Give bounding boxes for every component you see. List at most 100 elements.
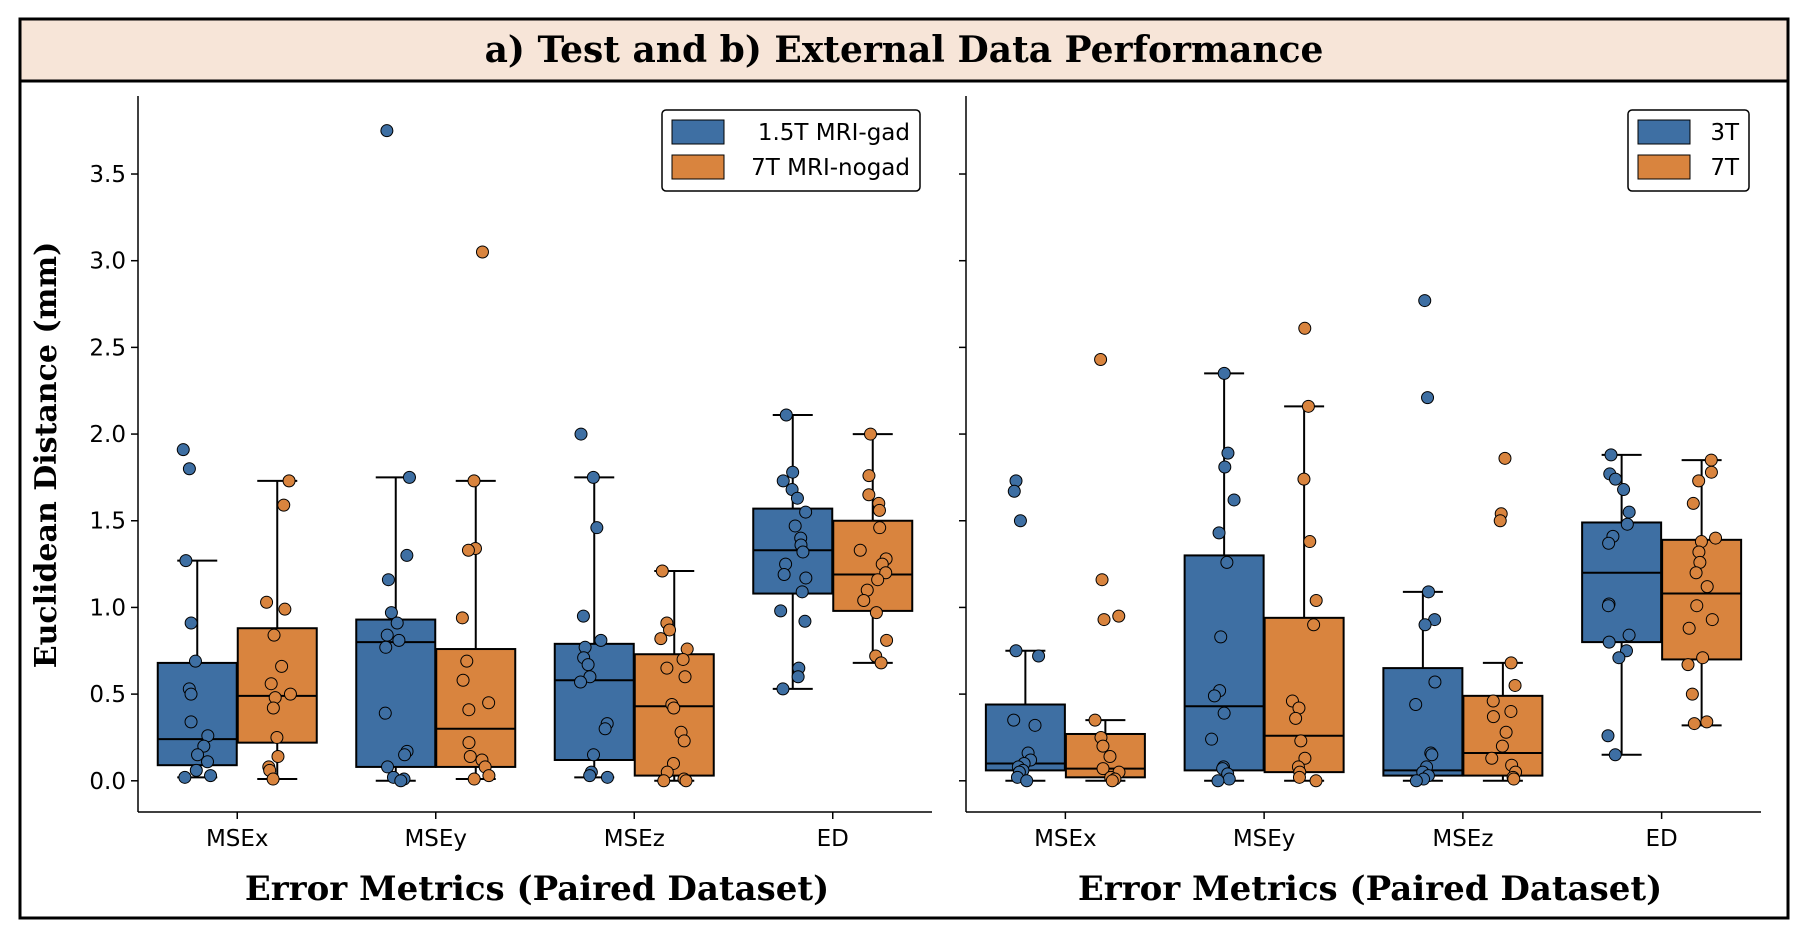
data-point [1508, 678, 1522, 692]
data-point [1504, 704, 1518, 718]
legend-swatch [671, 154, 725, 180]
box-iqr [553, 642, 635, 761]
legend-label: 7T [1710, 155, 1740, 181]
data-point [1298, 751, 1312, 765]
box-group [1064, 353, 1146, 788]
figure-title: a) Test and b) External Data Performance [485, 29, 1324, 71]
data-point [594, 633, 608, 647]
data-point [576, 609, 590, 623]
data-point [463, 750, 477, 764]
x-tick-label: MSEx [206, 826, 269, 852]
data-point [1409, 774, 1423, 788]
data-point [1687, 717, 1701, 731]
panel-a: 0.00.51.01.52.02.53.03.5 MSEx MSEy MSEz ED … [29, 96, 932, 909]
box-group [156, 443, 238, 784]
data-point [1608, 472, 1622, 486]
data-point [283, 687, 297, 701]
y-tick-label: 2.5 [89, 335, 126, 361]
data-point [1112, 609, 1126, 623]
data-point [1709, 531, 1723, 545]
data-point [1088, 713, 1102, 727]
data-point [390, 616, 404, 630]
data-point [1309, 593, 1323, 607]
data-point [574, 427, 588, 441]
data-point [460, 654, 474, 668]
data-point [1705, 613, 1719, 627]
data-point [400, 548, 414, 562]
data-point [660, 661, 674, 675]
box-group [553, 427, 635, 784]
data-point [1307, 618, 1321, 632]
data-point [1685, 687, 1699, 701]
data-point [1689, 566, 1703, 580]
data-point [667, 701, 681, 715]
data-point [380, 124, 394, 138]
data-point [270, 730, 284, 744]
y-tick-label: 1.5 [89, 509, 126, 535]
x-tick-label: MSEx [1034, 826, 1097, 852]
data-point [1696, 651, 1710, 665]
data-point [1217, 366, 1231, 380]
data-point [184, 687, 198, 701]
box-iqr [633, 653, 715, 777]
data-point [482, 769, 496, 783]
data-point [475, 245, 489, 259]
data-point [278, 602, 292, 616]
data-point [1421, 391, 1435, 405]
data-point [1222, 772, 1236, 786]
data-point [394, 774, 408, 788]
title-banner [18, 17, 1790, 83]
data-point [1013, 514, 1027, 528]
panel-a-x-axis-label: Error Metrics (Paired Dataset) [245, 869, 829, 909]
data-point [791, 670, 805, 684]
data-point [204, 769, 218, 783]
panel-a-yticks: 0.0 0.5 1.0 1.5 2.0 2.5 3.0 3.5 [89, 162, 138, 795]
data-point [456, 673, 470, 687]
box-iqr [435, 648, 517, 768]
box-group [984, 474, 1066, 788]
data-point [176, 443, 190, 457]
data-point [1507, 772, 1521, 786]
data-point [1620, 517, 1634, 531]
data-point [586, 748, 600, 762]
data-point [776, 682, 790, 696]
data-point [384, 606, 398, 620]
data-point [1704, 465, 1718, 479]
data-point [583, 769, 597, 783]
data-point [1686, 496, 1700, 510]
data-point [1622, 505, 1636, 519]
data-point [1428, 675, 1442, 689]
data-point [1604, 448, 1618, 462]
data-point [790, 491, 804, 505]
legend-label: 7T MRI-nogad [751, 155, 910, 181]
box-group [236, 474, 318, 786]
y-tick-label: 1.0 [89, 595, 126, 621]
data-point [182, 462, 196, 476]
data-point [1007, 713, 1021, 727]
box-group [355, 124, 437, 788]
data-point [676, 652, 690, 666]
data-point [1682, 621, 1696, 635]
data-point [777, 567, 791, 581]
data-point [455, 611, 469, 625]
box-iqr [1183, 554, 1265, 772]
data-point [1096, 762, 1110, 776]
data-point [873, 521, 887, 535]
data-point [1486, 710, 1500, 724]
data-point [679, 774, 693, 788]
y-axis-label: Euclidean Distance (mm) [29, 242, 64, 669]
data-point [779, 408, 793, 422]
data-point [853, 543, 867, 557]
data-point [1097, 613, 1111, 627]
data-point [598, 722, 612, 736]
data-point [266, 772, 280, 786]
data-point [467, 772, 481, 786]
data-point [1700, 715, 1714, 729]
data-point [1608, 748, 1622, 762]
data-point [1297, 472, 1311, 486]
data-point [677, 734, 691, 748]
box-group [1462, 451, 1544, 786]
box-iqr [1581, 521, 1663, 644]
box-iqr [1382, 667, 1464, 777]
data-point [461, 543, 475, 557]
